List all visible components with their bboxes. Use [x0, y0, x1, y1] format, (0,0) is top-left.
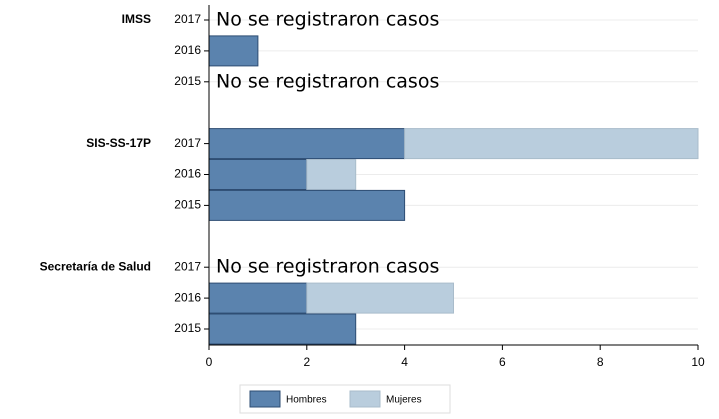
bar	[208, 189, 406, 221]
bar	[208, 35, 259, 67]
x-tick-label: 10	[691, 355, 705, 369]
bar	[306, 282, 454, 314]
y-tick-label: 2015	[174, 198, 201, 212]
bar	[306, 159, 357, 190]
y-tick-label: 2015	[174, 321, 201, 335]
x-tick-label: 6	[499, 355, 506, 369]
y-tick-label: 2017	[174, 259, 201, 273]
y-tick-label: 2016	[174, 167, 201, 181]
bar	[208, 313, 357, 345]
bar	[404, 128, 699, 160]
y-tick-label: 2016	[174, 43, 201, 57]
y-tick-label: 2015	[174, 74, 201, 88]
x-tick-label: 8	[597, 355, 604, 369]
group-label: IMSS	[122, 12, 151, 26]
x-tick-label: 4	[401, 355, 408, 369]
y-tick-label: 2017	[174, 12, 201, 26]
bar	[208, 128, 406, 160]
group-label: SIS-SS-17P	[86, 136, 151, 150]
bar	[208, 159, 308, 190]
y-tick-label: 2017	[174, 136, 201, 150]
annotation: No se registraron casos	[216, 70, 439, 92]
annotation: No se registraron casos	[216, 9, 439, 31]
legend-label: Hombres	[286, 395, 327, 406]
y-tick-label: 2016	[174, 290, 201, 304]
annotation: No se registraron casos	[216, 256, 439, 278]
bar	[208, 282, 308, 314]
x-tick-label: 0	[206, 355, 213, 369]
legend-swatch	[349, 390, 381, 408]
legend-swatch	[249, 390, 281, 408]
x-tick-label: 2	[303, 355, 310, 369]
legend-label: Mujeres	[386, 395, 422, 406]
group-label: Secretaría de Salud	[40, 259, 151, 273]
